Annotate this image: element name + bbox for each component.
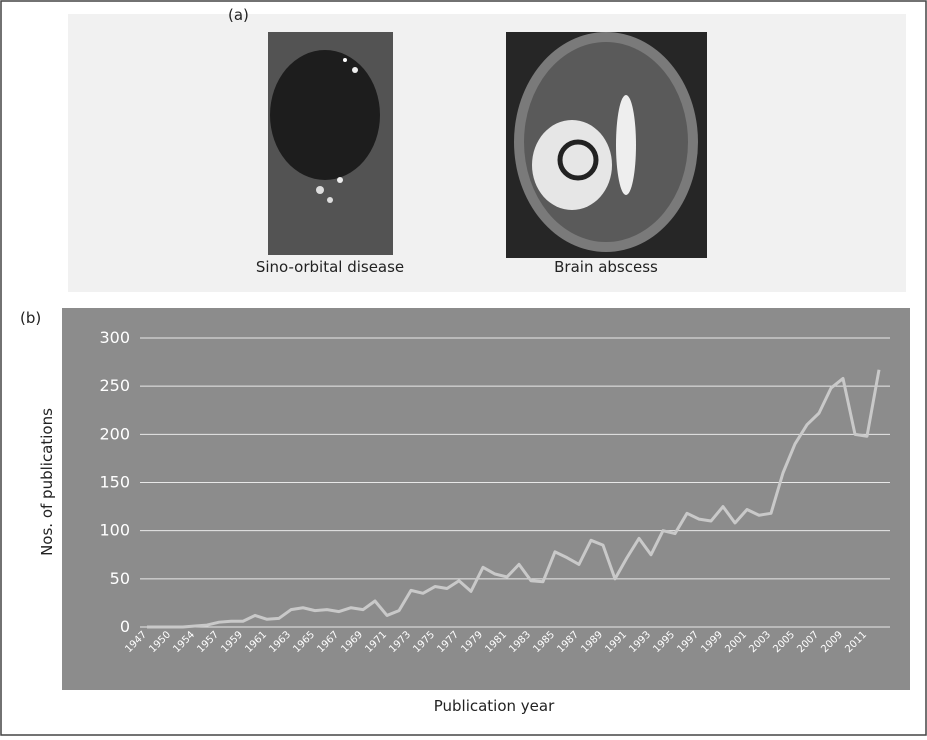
y-tick-label: 0 xyxy=(120,617,130,636)
panel-label: (a) xyxy=(228,6,249,24)
x-axis-label: Publication year xyxy=(434,697,555,715)
image-caption: Brain abscess xyxy=(554,258,658,276)
y-tick-label: 300 xyxy=(99,328,130,347)
panel-a-background xyxy=(68,14,906,292)
y-tick-label: 200 xyxy=(99,424,130,443)
image xyxy=(268,32,393,255)
image-caption: Sino-orbital disease xyxy=(256,258,404,276)
y-tick-label: 50 xyxy=(110,569,130,588)
y-tick-label: 250 xyxy=(99,376,130,395)
y-tick-label: 100 xyxy=(99,521,130,540)
y-tick-label: 150 xyxy=(99,473,130,492)
figure: (a) Sino-orbital disease Brain abscess (… xyxy=(0,0,927,736)
y-axis-label: Nos. of publications xyxy=(38,408,56,556)
image xyxy=(506,32,707,258)
panel-label: (b) xyxy=(20,309,41,327)
